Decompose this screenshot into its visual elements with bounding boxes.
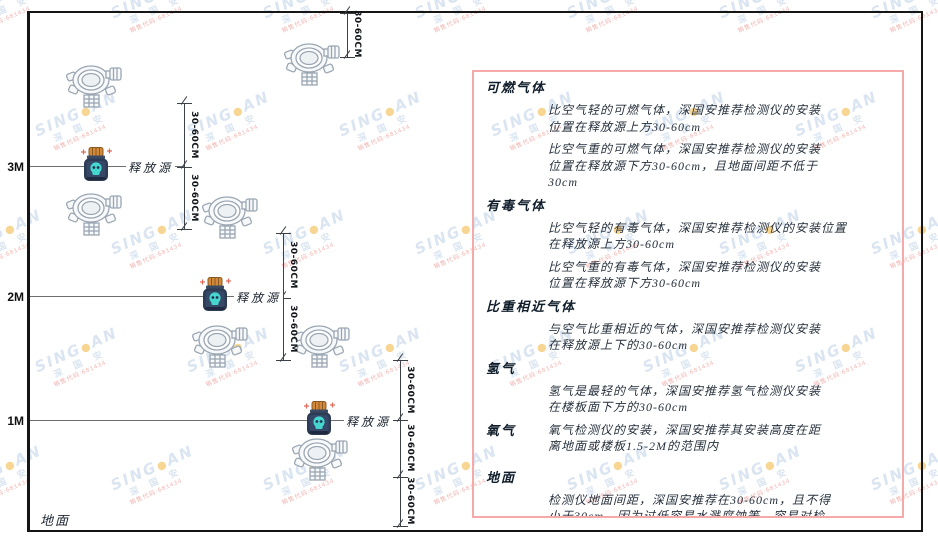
dimension-label: 30-60CM <box>288 305 298 353</box>
dimension-line-1m <box>393 360 408 527</box>
watermark-dot-icon: ● <box>763 0 779 1</box>
ground-label: 地面 <box>40 513 71 528</box>
dimension-label: 30-60CM <box>288 241 298 289</box>
watermark-dot-icon: ● <box>915 0 931 1</box>
watermark-dot-icon: ● <box>2 456 19 474</box>
gas-detector-icon <box>66 65 122 108</box>
release-source-label: 释放源 <box>234 289 284 306</box>
panel-section: 氧气 氧气检测仪的安装，深国安推荐其安装高度在距 离地面或楼板1.5-2M的范围内 <box>486 422 890 455</box>
gas-detector-icon <box>294 325 350 368</box>
info-panel-content: 可燃气体 比空气轻的可燃气体，深国安推荐检测仪的安装 位置在释放源上方30-60cm… <box>486 79 890 518</box>
dimension-label: 30-60CM <box>189 174 199 222</box>
section-heading: 氧气 <box>486 422 517 438</box>
section-paragraph: 氧气检测仪的安装，深国安推荐其安装高度在距 离地面或楼板1.5-2M的范围内 <box>548 422 822 454</box>
section-body: 氢气是最轻的气体，深国安推荐氢气检测仪安装 在楼板面下方的30-60cm <box>486 383 890 416</box>
release-source-jar-icon <box>199 276 232 312</box>
section-body: 检测仪地面间距，深国安推荐在30-60cm，且不得 小于30cm，因为过低容易水溅… <box>486 492 890 518</box>
watermark-dot-icon: ● <box>3 0 19 1</box>
section-paragraph: 比空气重的有毒气体，深国安推荐检测仪的安装 位置在释放源下方30-60cm <box>548 259 822 291</box>
release-source-label: 释放源 <box>344 413 394 430</box>
panel-section: 比重相近气体与空气比重相近的气体，深国安推荐检测仪安装 在释放源上下的30-60c… <box>486 298 890 354</box>
panel-section: 地面检测仪地面间距，深国安推荐在30-60cm，且不得 小于30cm，因为过低容易… <box>486 469 890 518</box>
dimension-label: 30-60CM <box>405 424 415 472</box>
panel-section: 氢气氢气是最轻的气体，深国安推荐氢气检测仪安装 在楼板面下方的30-60cm <box>486 360 890 416</box>
height-label-3m: 3M <box>7 160 24 174</box>
dimension-label: 30-60CM <box>405 477 415 525</box>
release-source-jar-icon <box>303 400 336 436</box>
dimension-label: 30-60CM <box>405 366 415 414</box>
drawing-frame <box>27 11 923 532</box>
dimension-line-3m <box>177 103 192 230</box>
watermark-dot-icon: ● <box>155 0 171 1</box>
section-paragraph: 比空气重的可燃气体，深国安推荐检测仪的安装 位置在释放源下方30-60cm，且地面… <box>548 142 822 189</box>
height-label-1m: 1M <box>7 414 24 428</box>
info-panel: 可燃气体 比空气轻的可燃气体，深国安推荐检测仪的安装 位置在释放源上方30-60cm… <box>472 70 904 518</box>
gas-detector-icon <box>192 325 248 368</box>
dimension-label: 30-60CM <box>189 111 199 159</box>
release-source-jar-icon <box>80 146 113 182</box>
section-heading: 地面 <box>486 469 517 485</box>
watermark-dot-icon: ● <box>459 0 475 1</box>
section-paragraph: 氢气是最轻的气体，深国安推荐氢气检测仪安装 在楼板面下方的30-60cm <box>548 383 822 415</box>
panel-section: 有毒气体 比空气轻的有毒气体，深国安推荐检测仪的安装位置 在释放源上方30-60cm… <box>486 197 890 292</box>
panel-section: 可燃气体 比空气轻的可燃气体，深国安推荐检测仪的安装 位置在释放源上方30-60cm… <box>486 79 890 191</box>
section-paragraph: 与空气比重相近的气体，深国安推荐检测仪安装 在释放源上下的30-60cm <box>548 321 822 353</box>
section-paragraph: 比空气轻的可燃气体，深国安推荐检测仪的安装 位置在释放源上方30-60cm <box>548 103 822 134</box>
dimension-line-2m <box>276 233 291 361</box>
section-paragraph: 检测仪地面间距，深国安推荐在30-60cm，且不得 小于30cm，因为过低容易水溅… <box>548 492 831 518</box>
section-body: 比空气轻的可燃气体，深国安推荐检测仪的安装 位置在释放源上方30-60cm 比空气重… <box>486 102 890 191</box>
watermark-dot-icon: ● <box>611 0 627 1</box>
gas-detector-icon <box>202 196 258 239</box>
section-heading: 可燃气体 <box>486 80 547 95</box>
section-heading: 有毒气体 <box>486 197 547 213</box>
section-body: 氧气检测仪的安装，深国安推荐其安装高度在距 离地面或楼板1.5-2M的范围内 <box>548 422 821 455</box>
watermark-dot-icon: ● <box>307 0 323 1</box>
height-label-2m: 2M <box>7 290 24 304</box>
watermark-dot-icon: ● <box>2 220 19 238</box>
gas-detector-icon <box>292 438 348 481</box>
gas-detector-icon <box>66 193 122 236</box>
release-source-label: 释放源 <box>126 159 176 176</box>
dimension-line-ceiling <box>340 13 355 58</box>
dimension-label: 30-60CM <box>352 10 362 58</box>
section-body: 与空气比重相近的气体，深国安推荐检测仪安装 在释放源上下的30-60cm <box>486 321 890 354</box>
section-paragraph: 比空气轻的有毒气体，深国安推荐检测仪的安装位置 在释放源上方30-60cm <box>548 220 848 252</box>
refline-2m <box>30 296 283 297</box>
section-heading: 比重相近气体 <box>486 298 577 314</box>
refline-1m <box>30 420 400 421</box>
gas-detector-icon <box>284 43 340 86</box>
section-heading: 氢气 <box>486 360 517 376</box>
section-body: 比空气轻的有毒气体，深国安推荐检测仪的安装位置 在释放源上方30-60cm 比空气重… <box>486 220 890 292</box>
